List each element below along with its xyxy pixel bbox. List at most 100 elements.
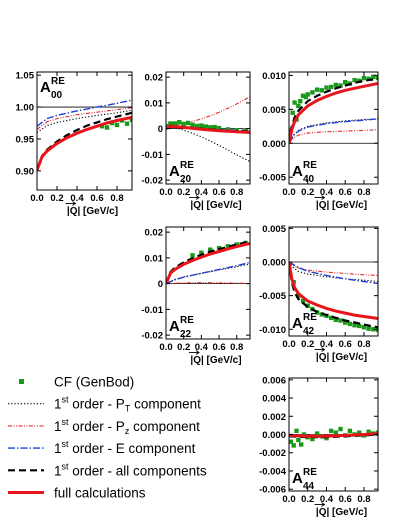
cf-marker bbox=[328, 84, 334, 90]
legend: CF (GenBod) 1st order - PT component 1st o… bbox=[8, 375, 207, 501]
x-tick-label: 0.6 bbox=[339, 187, 352, 198]
y-tick-label: 0.000 bbox=[262, 257, 286, 268]
x-tick-label: 0.8 bbox=[357, 187, 370, 198]
cf-marker bbox=[375, 75, 378, 81]
plot-area bbox=[289, 74, 378, 144]
legend-label: 1st order - PT component bbox=[54, 395, 201, 414]
series-pt-line bbox=[289, 261, 378, 283]
cf-marker bbox=[114, 122, 120, 128]
legend-entry-full: full calculations bbox=[8, 486, 146, 501]
cf-marker bbox=[352, 77, 357, 83]
panel-name-main: A bbox=[169, 163, 180, 180]
y-tick-label: 0.010 bbox=[262, 71, 286, 82]
cf-marker bbox=[328, 428, 334, 434]
x-tick-label: 0.0 bbox=[282, 494, 295, 505]
cf-marker bbox=[324, 85, 329, 90]
panel-frame bbox=[288, 226, 379, 337]
series-pt-line bbox=[37, 109, 132, 134]
legend-label-part: 1 bbox=[54, 441, 62, 456]
cf-marker bbox=[366, 76, 371, 81]
cf-marker bbox=[225, 127, 231, 132]
cf-marker bbox=[208, 125, 213, 130]
series-e-line bbox=[289, 118, 378, 144]
x-tick-label: 0.2 bbox=[301, 494, 314, 505]
cf-marker bbox=[371, 74, 376, 79]
y-tick-label: 1.00 bbox=[16, 103, 35, 114]
legend-entry-e: 1st order - E component bbox=[8, 439, 196, 456]
x-tick-label: 0.6 bbox=[212, 187, 225, 198]
cf-marker bbox=[124, 121, 130, 126]
cf-marker bbox=[190, 122, 195, 127]
y-tick-label: -0.01 bbox=[141, 305, 163, 316]
panels-group: 0.0 0.2 0.4 0.6 0.80.900.951.001.05|Q| [GeV/… bbox=[16, 71, 379, 518]
panel-frame bbox=[165, 71, 251, 185]
cf-marker bbox=[352, 323, 357, 328]
y-tick-label: 0.005 bbox=[262, 105, 286, 116]
panel-name-sup: RE bbox=[303, 467, 317, 478]
legend-label-part: st bbox=[62, 439, 70, 449]
legend-label: 1st order - E component bbox=[54, 439, 196, 456]
x-axis-label: |Q| [GeV/c] bbox=[316, 352, 367, 363]
cf-marker bbox=[371, 327, 376, 332]
series-pz-line bbox=[289, 261, 378, 276]
panel-A20: 0.0 0.2 0.4 0.6 0.8 -0.02 -0.01 0 0.01 0.02 |Q| [G… bbox=[141, 71, 251, 211]
series-all-line bbox=[37, 111, 132, 171]
x-tick-label: 0.8 bbox=[230, 187, 243, 198]
series-full-line bbox=[289, 82, 378, 144]
cf-marker bbox=[319, 88, 324, 93]
cf-marker bbox=[168, 121, 173, 126]
cf-marker bbox=[338, 318, 343, 323]
panel-A44: 0.0 0.2 0.4 0.6 0.8 -0.006 -0.004 -0.002 0.000 0.… bbox=[259, 375, 379, 518]
panel-name: A bbox=[169, 318, 180, 335]
legend-label: 1st order - Pz component bbox=[54, 417, 200, 436]
cf-marker bbox=[296, 437, 301, 443]
series-full-line bbox=[166, 242, 250, 285]
cf-marker bbox=[296, 293, 301, 298]
cf-marker bbox=[290, 110, 295, 115]
x-tick-label: 0.0 bbox=[30, 193, 43, 204]
y-tick-label: 0.005 bbox=[262, 224, 286, 235]
cf-marker bbox=[300, 298, 306, 304]
vector-arrow-head bbox=[321, 347, 326, 352]
panel-name-sub: 20 bbox=[180, 174, 192, 185]
vector-arrow-head bbox=[321, 502, 326, 507]
y-tick-label: 0.000 bbox=[262, 139, 286, 150]
cf-marker bbox=[366, 429, 371, 434]
vector-arrow-head bbox=[195, 195, 200, 200]
cf-marker bbox=[333, 82, 339, 88]
legend-label-part: st bbox=[62, 461, 70, 471]
cf-marker bbox=[357, 323, 362, 329]
y-tick-label: -0.01 bbox=[141, 150, 163, 161]
plot-area bbox=[289, 261, 378, 333]
x-tick-label: 0.2 bbox=[177, 342, 190, 353]
panel-name-sub: 00 bbox=[51, 90, 63, 101]
legend-entry-cf: CF (GenBod) bbox=[19, 375, 134, 390]
x-tick-label: 0.0 bbox=[282, 187, 295, 198]
cf-marker bbox=[301, 432, 307, 437]
legend-label-part: CF (GenBod) bbox=[54, 375, 134, 390]
legend-label-part: full calculations bbox=[54, 486, 146, 501]
y-tick-label: -0.02 bbox=[141, 331, 163, 342]
series-pt-line bbox=[166, 126, 250, 163]
y-tick-label: -0.006 bbox=[259, 485, 286, 496]
cf-marker bbox=[343, 79, 348, 85]
cf-marker bbox=[310, 436, 315, 442]
legend-label-part: 1 bbox=[54, 463, 62, 478]
vector-arrow-head bbox=[72, 201, 77, 206]
panel-name-main: A bbox=[292, 163, 303, 180]
x-tick-label: 0.2 bbox=[177, 187, 190, 198]
cf-marker bbox=[190, 253, 195, 258]
panel-name-main: A bbox=[40, 79, 51, 96]
legend-entry-pt: 1st order - PT component bbox=[8, 395, 201, 414]
cf-marker bbox=[333, 317, 339, 323]
cf-marker bbox=[172, 121, 178, 126]
cf-marker bbox=[294, 428, 299, 434]
y-tick-label: 0.006 bbox=[262, 375, 286, 386]
plot-area bbox=[37, 99, 132, 171]
y-tick-label: 0.02 bbox=[145, 73, 164, 84]
legend-label-part: T bbox=[125, 404, 131, 414]
cf-marker bbox=[361, 325, 367, 330]
panel-name-sub: 40 bbox=[303, 174, 315, 185]
plot-area bbox=[166, 240, 250, 285]
y-tick-label: 0.01 bbox=[145, 253, 164, 264]
